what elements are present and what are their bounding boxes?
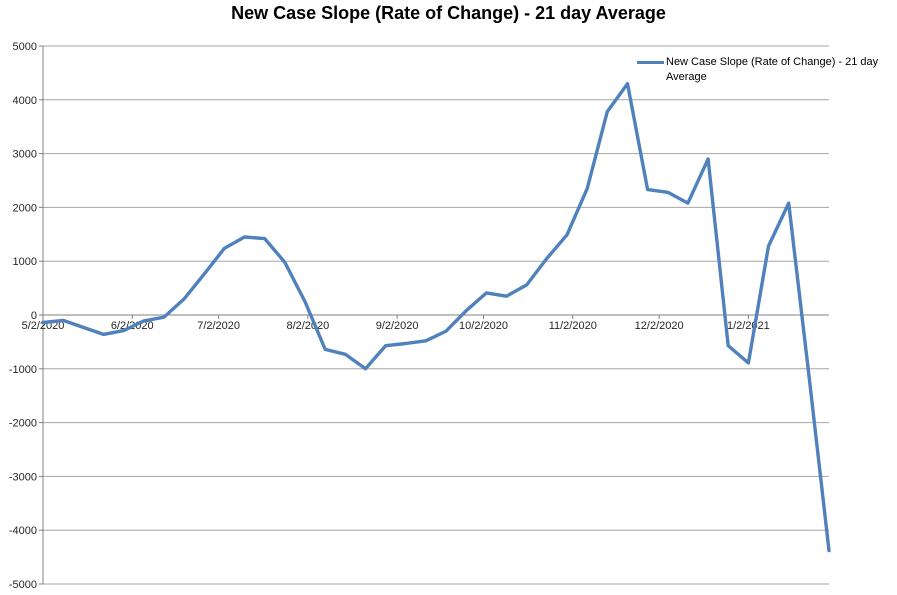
x-axis-tick-label: 1/2/2021 xyxy=(727,320,770,332)
x-axis-tick-label: 11/2/2020 xyxy=(549,320,597,332)
x-axis-tick-label: 10/2/2020 xyxy=(459,320,508,332)
y-axis-tick-label: 4000 xyxy=(13,95,37,107)
y-axis-tick-label: -3000 xyxy=(9,471,37,483)
y-axis-tick-label: 0 xyxy=(31,310,37,322)
y-axis-tick-label: 3000 xyxy=(13,149,37,161)
x-axis-tick-label: 9/2/2020 xyxy=(376,320,419,332)
legend-label: New Case Slope (Rate of Change) - 21 day… xyxy=(666,56,879,83)
chart-title: New Case Slope (Rate of Change) - 21 day… xyxy=(231,3,666,23)
y-axis-tick-label: 1000 xyxy=(13,256,37,268)
y-axis-tick-label: -4000 xyxy=(9,525,37,537)
x-axis-tick-label: 8/2/2020 xyxy=(286,320,329,332)
series-line xyxy=(41,81,831,553)
y-axis-tick-label: 2000 xyxy=(13,202,37,214)
legend-line-marker xyxy=(637,61,664,64)
y-axis-tick-label: -1000 xyxy=(9,364,37,376)
legend: New Case Slope (Rate of Change) - 21 day… xyxy=(637,55,893,85)
x-axis-tick-label: 7/2/2020 xyxy=(197,320,240,332)
x-axis-tick-label: 12/2/2020 xyxy=(635,320,684,332)
y-axis-tick-label: 5000 xyxy=(13,41,37,53)
y-axis-tick-label: -5000 xyxy=(9,579,37,591)
y-axis-tick-label: -2000 xyxy=(9,418,37,430)
